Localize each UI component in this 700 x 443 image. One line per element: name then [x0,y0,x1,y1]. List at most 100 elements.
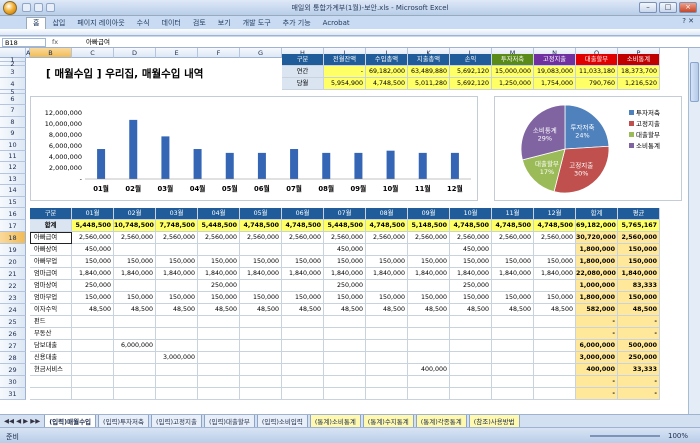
table-cell[interactable]: 150,000 [534,256,576,268]
summary-cell[interactable]: 5,954,900 [324,78,366,90]
row-label[interactable]: 부동산 [30,328,72,340]
table-cell[interactable] [156,244,198,256]
table-cell[interactable] [450,328,492,340]
table-cell[interactable] [114,328,156,340]
table-cell[interactable]: 2,560,000 [198,232,240,244]
table-cell[interactable]: 150,000 [282,256,324,268]
table-cell[interactable] [240,376,282,388]
table-cell[interactable] [534,388,576,400]
row-header-5[interactable]: 5 [0,89,26,95]
column-header-A[interactable]: A [26,48,31,58]
table-cell[interactable] [156,328,198,340]
save-icon[interactable] [22,3,31,12]
row-header-19[interactable]: 19 [0,244,26,256]
table-cell[interactable]: 150,000 [618,244,660,256]
pie-slice-소비통계[interactable] [520,104,566,161]
table-cell[interactable] [366,328,408,340]
formula-input[interactable]: 아빠급여 [86,38,110,46]
pie-chart[interactable]: 투자저축 24% 고정지출 30% 대출할부 17% 소비통계 29% 투자저축 고정지출 대출할부… [494,96,682,201]
sheet-tab-2[interactable]: (입력)고정지출 [150,415,202,427]
summary-cell[interactable]: 18,373,700 [618,66,660,78]
table-cell[interactable]: 1,840,000 [618,268,660,280]
table-cell[interactable] [72,364,114,376]
row-label[interactable]: 엄마상여 [30,280,72,292]
vertical-scrollbar[interactable] [688,48,700,414]
ribbon-tab-8[interactable]: 추가 기능 [282,18,311,27]
ribbon-tab-2[interactable]: 페이지 레이아웃 [77,18,125,27]
table-cell[interactable] [156,388,198,400]
table-cell[interactable] [492,280,534,292]
table-cell[interactable] [324,316,366,328]
table-cell[interactable] [282,364,324,376]
table-cell[interactable] [72,376,114,388]
table-cell[interactable]: 150,000 [618,256,660,268]
row-header-21[interactable]: 21 [0,268,26,280]
summary-cell[interactable]: 790,760 [576,78,618,90]
table-cell[interactable]: 3,000,000 [156,352,198,364]
summary-cell[interactable]: 5,692,120 [450,78,492,90]
corner-cell[interactable] [0,48,26,58]
table-cell[interactable] [450,352,492,364]
table-cell[interactable] [156,364,198,376]
summary-cell[interactable]: 69,182,000 [366,66,408,78]
table-cell[interactable]: 2,560,000 [450,232,492,244]
table-cell[interactable]: 2,560,000 [240,232,282,244]
table-cell[interactable]: 150,000 [408,292,450,304]
row-header-9[interactable]: 9 [0,128,26,140]
table-cell[interactable]: 1,840,000 [156,268,198,280]
row-label[interactable]: 신용대출 [30,352,72,364]
table-cell[interactable] [72,328,114,340]
table-cell[interactable] [492,340,534,352]
table-cell[interactable]: 2,560,000 [534,232,576,244]
table-cell[interactable] [240,244,282,256]
table-cell[interactable]: 1,840,000 [282,268,324,280]
table-cell[interactable] [324,328,366,340]
sheet-tab-6[interactable]: (통계)수지통계 [362,415,414,427]
total-row-cell[interactable]: 4,748,500 [240,220,282,232]
table-cell[interactable]: 150,000 [198,292,240,304]
table-cell[interactable] [198,244,240,256]
table-cell[interactable] [72,316,114,328]
table-cell[interactable] [408,280,450,292]
table-cell[interactable] [114,376,156,388]
bar-03월[interactable] [161,136,170,179]
summary-cell[interactable]: 1,216,520 [618,78,660,90]
sheet-tab-4[interactable]: (입력)소비입력 [256,415,308,427]
bar-07월[interactable] [290,149,299,179]
table-cell[interactable]: 1,840,000 [366,268,408,280]
sheet-tab-8[interactable]: (참조)사용방법 [468,415,520,427]
table-cell[interactable]: 150,000 [72,256,114,268]
summary-row-label[interactable]: 연간 [282,66,324,78]
table-cell[interactable]: - [576,376,618,388]
row-label[interactable]: 담보대출 [30,340,72,352]
bar-12월[interactable] [450,152,459,179]
row-header-22[interactable]: 22 [0,280,26,292]
total-row-cell[interactable]: 4,748,500 [534,220,576,232]
row-header-26[interactable]: 26 [0,328,26,340]
table-cell[interactable]: 1,840,000 [198,268,240,280]
undo-icon[interactable] [34,3,43,12]
table-cell[interactable]: 30,720,000 [576,232,618,244]
table-cell[interactable] [240,388,282,400]
table-cell[interactable]: - [618,376,660,388]
summary-cell[interactable]: 1,250,000 [492,78,534,90]
summary-cell[interactable]: 5,011,280 [408,78,450,90]
table-cell[interactable]: 48,500 [114,304,156,316]
row-header-2[interactable]: 2 [0,61,26,67]
help-icon[interactable]: ? ✕ [682,17,694,25]
summary-cell[interactable]: 5,692,120 [450,66,492,78]
table-cell[interactable] [534,340,576,352]
table-cell[interactable]: 150,000 [156,256,198,268]
table-cell[interactable]: 48,500 [618,304,660,316]
pie-slice-투자저축[interactable] [564,104,610,150]
table-cell[interactable] [198,340,240,352]
sheet-tab-3[interactable]: (입력)대출할부 [203,415,255,427]
pie-slice-대출할부[interactable] [521,148,566,193]
summary-cell[interactable]: - [324,66,366,78]
table-cell[interactable]: 83,333 [618,280,660,292]
total-row-label[interactable]: 합계 [30,220,72,232]
table-cell[interactable]: 3,000,000 [576,352,618,364]
table-cell[interactable] [198,316,240,328]
table-header[interactable]: 09월 [408,208,450,220]
table-cell[interactable]: 150,000 [366,256,408,268]
